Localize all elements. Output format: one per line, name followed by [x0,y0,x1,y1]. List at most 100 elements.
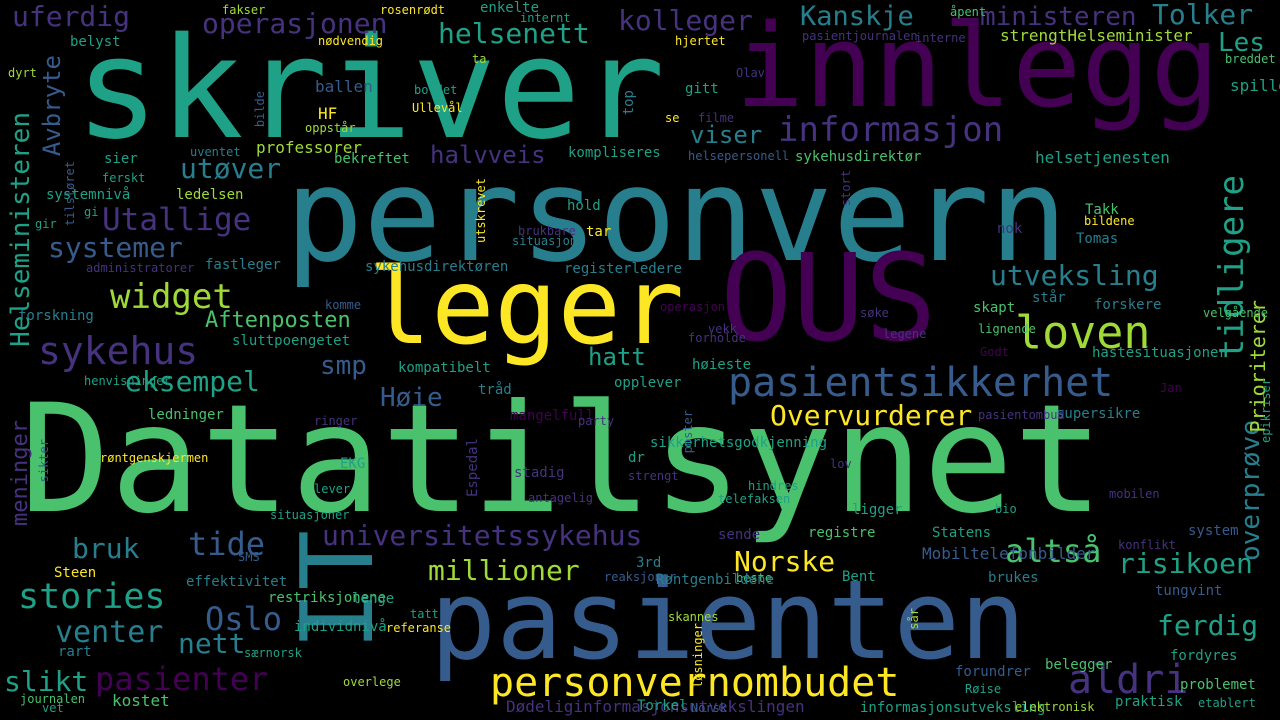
cloud-word: ledelsen [176,187,244,203]
cloud-word: forskere [1094,297,1162,313]
cloud-word: Norske [734,545,836,578]
cloud-word: Røise [965,682,1002,696]
cloud-word: pasientsikkerhet [728,360,1114,406]
cloud-word: bordet [414,83,458,97]
cloud-word: system [1188,523,1239,539]
cloud-word: ta [472,52,487,66]
cloud-word: se [665,111,680,125]
cloud-word: top [621,90,637,116]
cloud-word: mangelfull [510,408,595,424]
cloud-word: sår [907,608,921,630]
cloud-word: party [578,414,615,428]
cloud-word: SMS [238,550,260,564]
cloud-word: Røntgenbildene [656,572,775,588]
cloud-word: bruk [72,532,140,565]
cloud-word: operasjonen [202,7,388,40]
cloud-word: forundrer [955,664,1031,680]
cloud-word: ministeren [980,2,1137,32]
cloud-word: lenge [352,591,395,607]
cloud-word: sikter [37,439,51,483]
cloud-word: eksempel [125,365,260,398]
cloud-word: helsepersonell [688,149,790,163]
cloud-word: interne [915,31,966,45]
cloud-word: restriksjonene [268,590,387,606]
cloud-word: uferdig [12,0,131,33]
cloud-word: etablert [1198,696,1256,710]
cloud-word: lignende [978,322,1036,336]
cloud-word: operasjon [660,300,726,314]
cloud-word: effektivitet [186,574,288,590]
cloud-word: tatt [410,607,439,621]
cloud-word: pasienten [430,556,1027,684]
cloud-word: nødvendig [318,34,384,48]
cloud-word: søke [860,306,889,320]
cloud-word: Espedal [465,438,481,498]
cloud-word: ringer [314,414,358,428]
cloud-word: registerledere [564,261,683,277]
cloud-word: Dødeliginformasjonsutvekslingen [506,697,805,716]
cloud-word: mobilen [1109,487,1160,501]
cloud-word: filme [698,111,735,125]
cloud-word: skapt [973,300,1016,316]
cloud-word: ligger [852,502,903,518]
cloud-word: antagelig [528,491,594,505]
cloud-word: står [1032,290,1066,306]
cloud-word: Tomas [1076,231,1119,247]
cloud-word: sier [104,151,138,167]
cloud-word: rart [58,644,92,660]
cloud-word: EKG [340,456,366,472]
cloud-word: legene [883,327,927,341]
cloud-word: pasienter [95,660,269,698]
cloud-word: individnivå [294,619,387,635]
cloud-word: Tolker [1152,0,1254,31]
cloud-word: åpent [950,5,987,19]
cloud-word: stadig [514,465,565,481]
cloud-word: røntgenskjermen [100,451,209,465]
cloud-word: særnorsk [244,646,302,660]
cloud-word: venter [55,615,164,650]
cloud-word: Mobiltelefonbilder [922,544,1096,563]
cloud-word: universitetssykehus [322,519,643,552]
cloud-word: nok [997,221,1023,237]
cloud-word: dyrt [8,66,37,80]
cloud-word: sikkerhetsgodkjenning [650,435,828,451]
cloud-word: gitt [685,81,719,97]
cloud-word: innlegg [735,0,1220,134]
cloud-word: ledninger [148,407,224,423]
cloud-word: skannes [668,610,719,624]
cloud-word: Bent [842,569,876,585]
cloud-word: stort [839,170,853,207]
cloud-word: professorer [256,138,362,157]
cloud-word: praktisk [1115,694,1183,710]
cloud-word: personvernombudet [490,660,900,706]
cloud-word: hastesituasjoner [1092,345,1227,361]
cloud-word: viser [690,121,763,149]
cloud-word: brukbare [518,224,576,238]
cloud-word: Les [1218,28,1265,58]
cloud-word: Statens [932,525,992,541]
cloud-word: utøver [180,152,282,185]
cloud-word: Olav [736,66,765,80]
cloud-word: epikriser [1259,378,1273,444]
cloud-word: opplever [614,375,682,391]
cloud-word: personvern [285,139,1068,291]
cloud-word: informasjonsutveksling [860,700,1046,716]
cloud-word: hindres [748,479,799,493]
cloud-word: administratorer [86,261,195,275]
cloud-word: konflikt [1118,538,1176,552]
cloud-word: kolleger [618,4,753,37]
cloud-word: velgående [1203,306,1269,320]
cloud-word: henvisninger [84,374,171,388]
cloud-word: Avbryte [38,55,66,157]
cloud-word: systemnivå [46,187,131,203]
cloud-word: informasjon [778,110,1004,150]
cloud-word: Ullevål [412,101,463,115]
cloud-word: komme [325,298,362,312]
cloud-word: sykehus [38,329,199,373]
cloud-word: bekreftet [334,151,410,167]
cloud-word: situasjon [512,234,578,248]
cloud-word: bio [995,502,1017,516]
cloud-word: forholde [688,331,746,345]
cloud-word: ferdig [1157,609,1259,642]
cloud-word: rosenrødt [380,3,446,17]
